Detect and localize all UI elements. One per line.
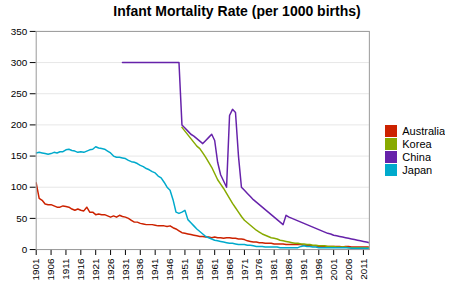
svg-text:0: 0 xyxy=(22,244,28,255)
svg-text:1906: 1906 xyxy=(45,258,56,281)
html-text:China: China xyxy=(402,151,431,164)
svg-text:100: 100 xyxy=(11,181,28,192)
svg-text:1916: 1916 xyxy=(75,258,86,281)
svg-text:1941: 1941 xyxy=(149,258,160,281)
svg-text:2011: 2011 xyxy=(358,258,369,280)
html-text:Australia: Australia xyxy=(402,125,446,138)
svg-text:1951: 1951 xyxy=(179,258,190,281)
svg-text:1946: 1946 xyxy=(164,258,175,281)
svg-text:1901: 1901 xyxy=(30,258,41,281)
svg-text:1926: 1926 xyxy=(105,258,116,281)
svg-text:150: 150 xyxy=(11,150,28,161)
svg-text:1911: 1911 xyxy=(60,258,71,280)
svg-text:1991: 1991 xyxy=(298,258,309,281)
svg-text:1966: 1966 xyxy=(224,258,235,281)
svg-text:2001: 2001 xyxy=(328,258,339,281)
html-text:Japan: Japan xyxy=(402,164,433,177)
svg-text:200: 200 xyxy=(11,119,28,130)
svg-text:1921: 1921 xyxy=(90,258,101,281)
svg-text:250: 250 xyxy=(11,88,28,99)
svg-text:300: 300 xyxy=(11,57,28,68)
html-text:Infant Mortality Rate (per 100: Infant Mortality Rate (per 1000 births) xyxy=(113,3,361,19)
svg-text:2006: 2006 xyxy=(343,258,354,281)
svg-text:1996: 1996 xyxy=(313,258,324,281)
svg-text:1986: 1986 xyxy=(283,258,294,281)
svg-text:1956: 1956 xyxy=(194,258,205,281)
svg-text:1931: 1931 xyxy=(120,258,131,281)
svg-text:50: 50 xyxy=(16,213,28,224)
svg-text:1961: 1961 xyxy=(209,258,220,281)
svg-text:1976: 1976 xyxy=(253,258,264,281)
svg-text:1971: 1971 xyxy=(239,258,250,281)
html-text:Korea: Korea xyxy=(402,138,432,151)
svg-text:1981: 1981 xyxy=(268,258,279,281)
svg-text:350: 350 xyxy=(11,26,28,37)
svg-text:1936: 1936 xyxy=(134,258,145,281)
